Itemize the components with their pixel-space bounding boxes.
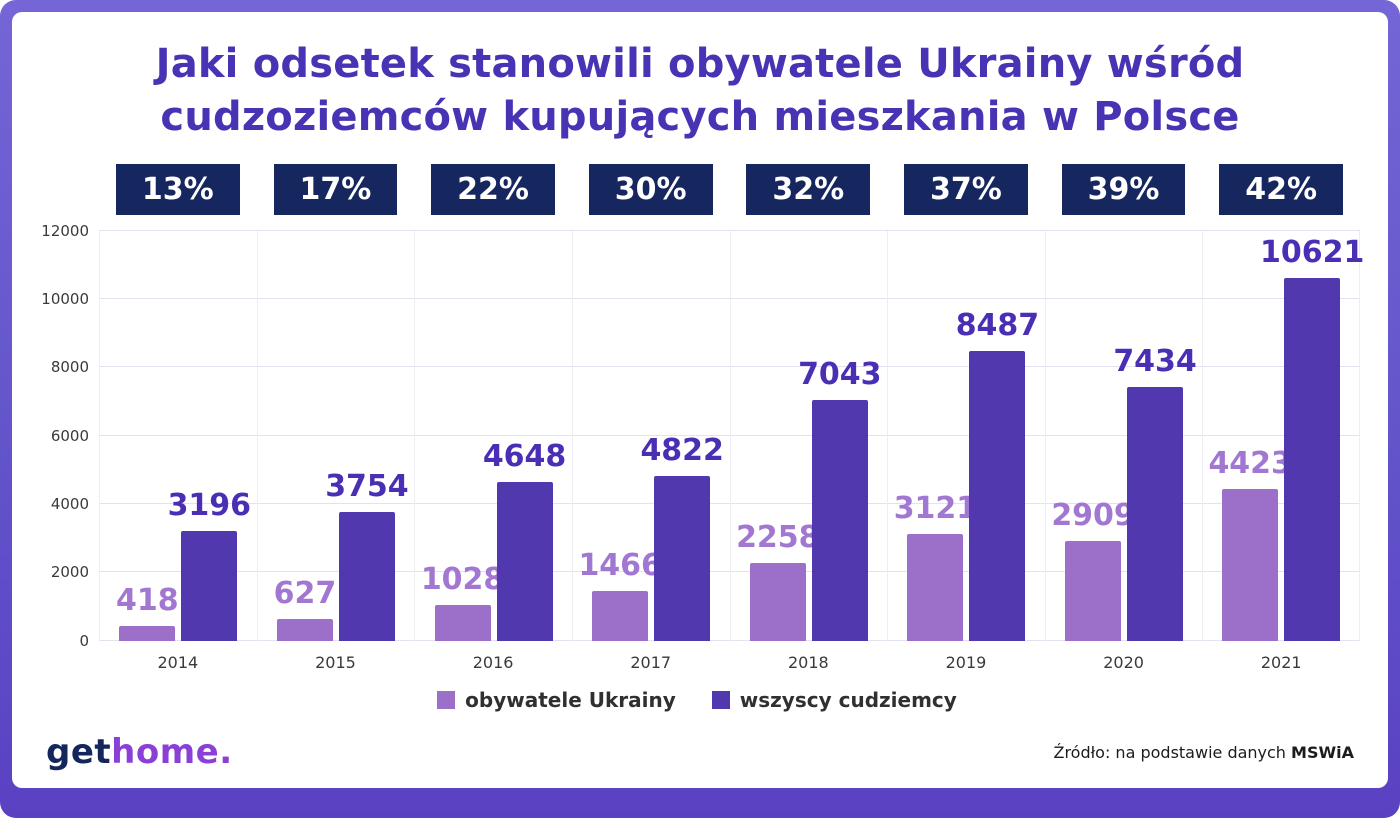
x-tick-label: 2020 [1103, 652, 1144, 672]
percent-badge: 17% [273, 163, 398, 215]
legend-label: obywatele Ukrainy [465, 687, 676, 712]
gethome-logo: gethome. [46, 732, 233, 772]
title-line-2: cudzoziemców kupujących mieszkania w Pol… [160, 93, 1240, 140]
bar: 10621 [1260, 235, 1364, 641]
x-tick-label: 2021 [1260, 652, 1302, 672]
bar-value-label: 7043 [798, 356, 882, 392]
bar: 7434 [1113, 344, 1197, 641]
bar-value-label: 10621 [1260, 234, 1365, 270]
bar: 3754 [325, 469, 409, 641]
bar-value-label: 1466 [578, 547, 662, 583]
x-tick-label: 2014 [157, 652, 199, 672]
percent-badge: 30% [588, 163, 713, 215]
x-axis-labels: 2014 2015 2016 2017 2018 2019 2020 2021 [99, 641, 1360, 672]
bar-group: 1466 4822 [571, 230, 730, 641]
bar: 4423 [1208, 446, 1292, 641]
source-bold: MSWiA [1291, 742, 1354, 762]
bar-value-label: 2258 [736, 520, 820, 556]
source-prefix: Źródło: na podstawie danych [1053, 742, 1292, 762]
plot-area: 418 3196 627 3754 1028 4648 1466 4822 2258 7043 31… [99, 229, 1364, 641]
bar-value-label: 4822 [640, 432, 724, 468]
y-tick-label: 8000 [50, 358, 89, 377]
bar-value-label: 3754 [325, 469, 409, 505]
footer: gethome. Źródło: na podstawie danych MSW… [12, 732, 1388, 788]
logo-home-text: home. [111, 732, 233, 772]
y-axis: 0 2000 4000 6000 8000 10000 12000 [34, 222, 99, 650]
percent-badge: 37% [904, 163, 1028, 215]
bar-value-label: 627 [273, 576, 337, 612]
bar: 1028 [421, 562, 504, 641]
bar-value-label: 1028 [420, 562, 505, 598]
x-tick-label: 2019 [945, 652, 987, 672]
percent-badge: 39% [1061, 163, 1186, 215]
bar-value-label: 4648 [482, 438, 567, 474]
bar: 3121 [894, 491, 977, 641]
x-tick-label: 2016 [472, 652, 514, 672]
source-note: Źródło: na podstawie danych MSWiA [1053, 743, 1354, 762]
bar: 418 [116, 583, 179, 641]
bar: 7043 [798, 357, 882, 641]
y-tick-label: 2000 [50, 563, 89, 582]
plot-row: 0 2000 4000 6000 8000 10000 12000 418 3196 627 37… [34, 222, 1364, 650]
logo-get-text: get [46, 732, 112, 772]
bar: 4822 [640, 433, 724, 641]
percent-badge: 13% [115, 163, 240, 215]
percent-badge: 32% [746, 163, 871, 215]
bar: 4648 [483, 439, 566, 641]
bar: 3196 [168, 488, 251, 641]
bar-group: 627 3754 [256, 230, 415, 641]
bar-value-label: 418 [116, 583, 179, 619]
bar-group: 2909 7434 [1044, 230, 1203, 641]
chart-card: Jaki odsetek stanowili obywatele Ukrainy… [12, 12, 1388, 788]
y-tick-label: 4000 [50, 494, 89, 513]
bar: 2909 [1051, 498, 1135, 641]
percent-badges-row: 13% 17% 22% 30% 32% 37% 39% 42% [99, 163, 1360, 215]
page-title: Jaki odsetek stanowili obywatele Ukrainy… [12, 38, 1388, 144]
legend-item: obywatele Ukrainy [437, 688, 676, 712]
legend-label: wszyscy cudziemcy [739, 687, 957, 712]
bar-group: 3121 8487 [887, 230, 1045, 641]
gridline [99, 229, 1360, 231]
percent-badge: 42% [1219, 163, 1344, 215]
bar-value-label: 3121 [893, 490, 978, 526]
bar-columns: 418 3196 627 3754 1028 4648 1466 4822 2258 7043 31… [99, 230, 1364, 641]
bar: 627 [274, 576, 336, 641]
bar: 8487 [956, 308, 1039, 641]
bar-chart: 13% 17% 22% 30% 32% 37% 39% 42% 0 2000 4000 6000 80… [34, 163, 1364, 712]
y-tick-label: 12000 [41, 221, 89, 240]
bar: 1466 [578, 548, 662, 641]
legend-swatch [437, 690, 456, 709]
percent-badge: 22% [431, 163, 555, 215]
y-tick-label: 0 [79, 631, 89, 650]
legend-swatch [711, 690, 730, 709]
title-line-1: Jaki odsetek stanowili obywatele Ukrainy… [155, 41, 1245, 87]
bar: 2258 [736, 520, 820, 641]
bar-value-label: 2909 [1051, 498, 1135, 534]
legend: obywatele Ukrainy wszyscy cudziemcy [34, 688, 1360, 712]
legend-item: wszyscy cudziemcy [711, 687, 957, 712]
bar-group: 418 3196 [99, 230, 257, 641]
x-tick-label: 2018 [787, 652, 829, 672]
bar-value-label: 8487 [955, 307, 1040, 343]
bar-value-label: 4423 [1208, 446, 1292, 482]
bar-group: 4423 10621 [1202, 230, 1364, 641]
bar-value-label: 7434 [1113, 343, 1197, 379]
x-tick-label: 2017 [630, 652, 672, 672]
x-tick-label: 2015 [315, 652, 356, 672]
bar-group: 1028 4648 [414, 230, 572, 641]
y-tick-label: 10000 [41, 289, 89, 308]
y-tick-label: 6000 [50, 426, 89, 445]
bar-group: 2258 7043 [729, 230, 888, 641]
bar-value-label: 3196 [167, 488, 252, 524]
